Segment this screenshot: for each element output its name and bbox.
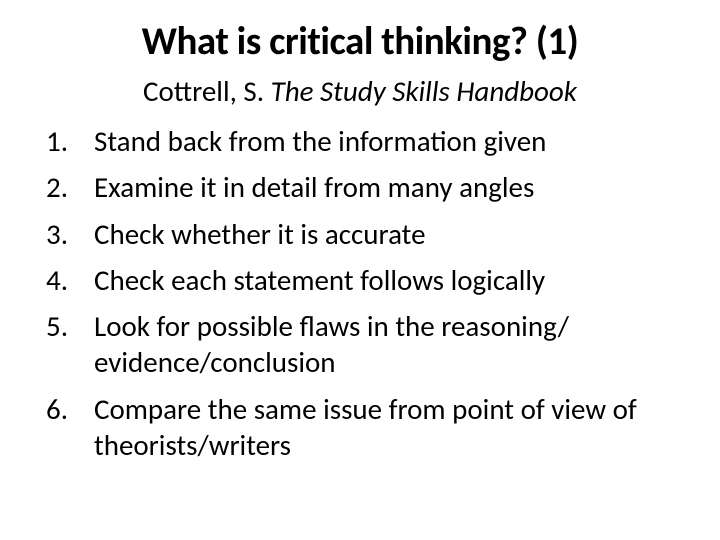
list-item: Stand back from the information given bbox=[40, 123, 680, 159]
subtitle-book: The Study Skills Handbook bbox=[271, 73, 577, 109]
list-item: Examine it in detail from many angles bbox=[40, 169, 680, 205]
subtitle-author: Cottrell, S. bbox=[143, 73, 271, 109]
list-item: Check each statement follows logically bbox=[40, 262, 680, 298]
numbered-list: Stand back from the information given Ex… bbox=[40, 123, 680, 463]
slide-subtitle: Cottrell, S. The Study Skills Handbook bbox=[40, 73, 680, 109]
list-item: Look for possible flaws in the reasoning… bbox=[40, 308, 680, 381]
list-item: Compare the same issue from point of vie… bbox=[40, 391, 680, 464]
slide-title: What is critical thinking? (1) bbox=[40, 18, 680, 65]
list-item: Check whether it is accurate bbox=[40, 216, 680, 252]
